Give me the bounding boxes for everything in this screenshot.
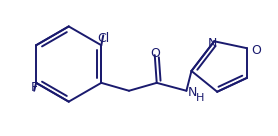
Text: F: F [31,81,38,94]
Text: N: N [208,37,217,50]
Text: O: O [150,47,160,60]
Text: O: O [251,44,261,57]
Text: H: H [196,93,205,103]
Text: Cl: Cl [97,32,110,45]
Text: N: N [187,86,197,99]
